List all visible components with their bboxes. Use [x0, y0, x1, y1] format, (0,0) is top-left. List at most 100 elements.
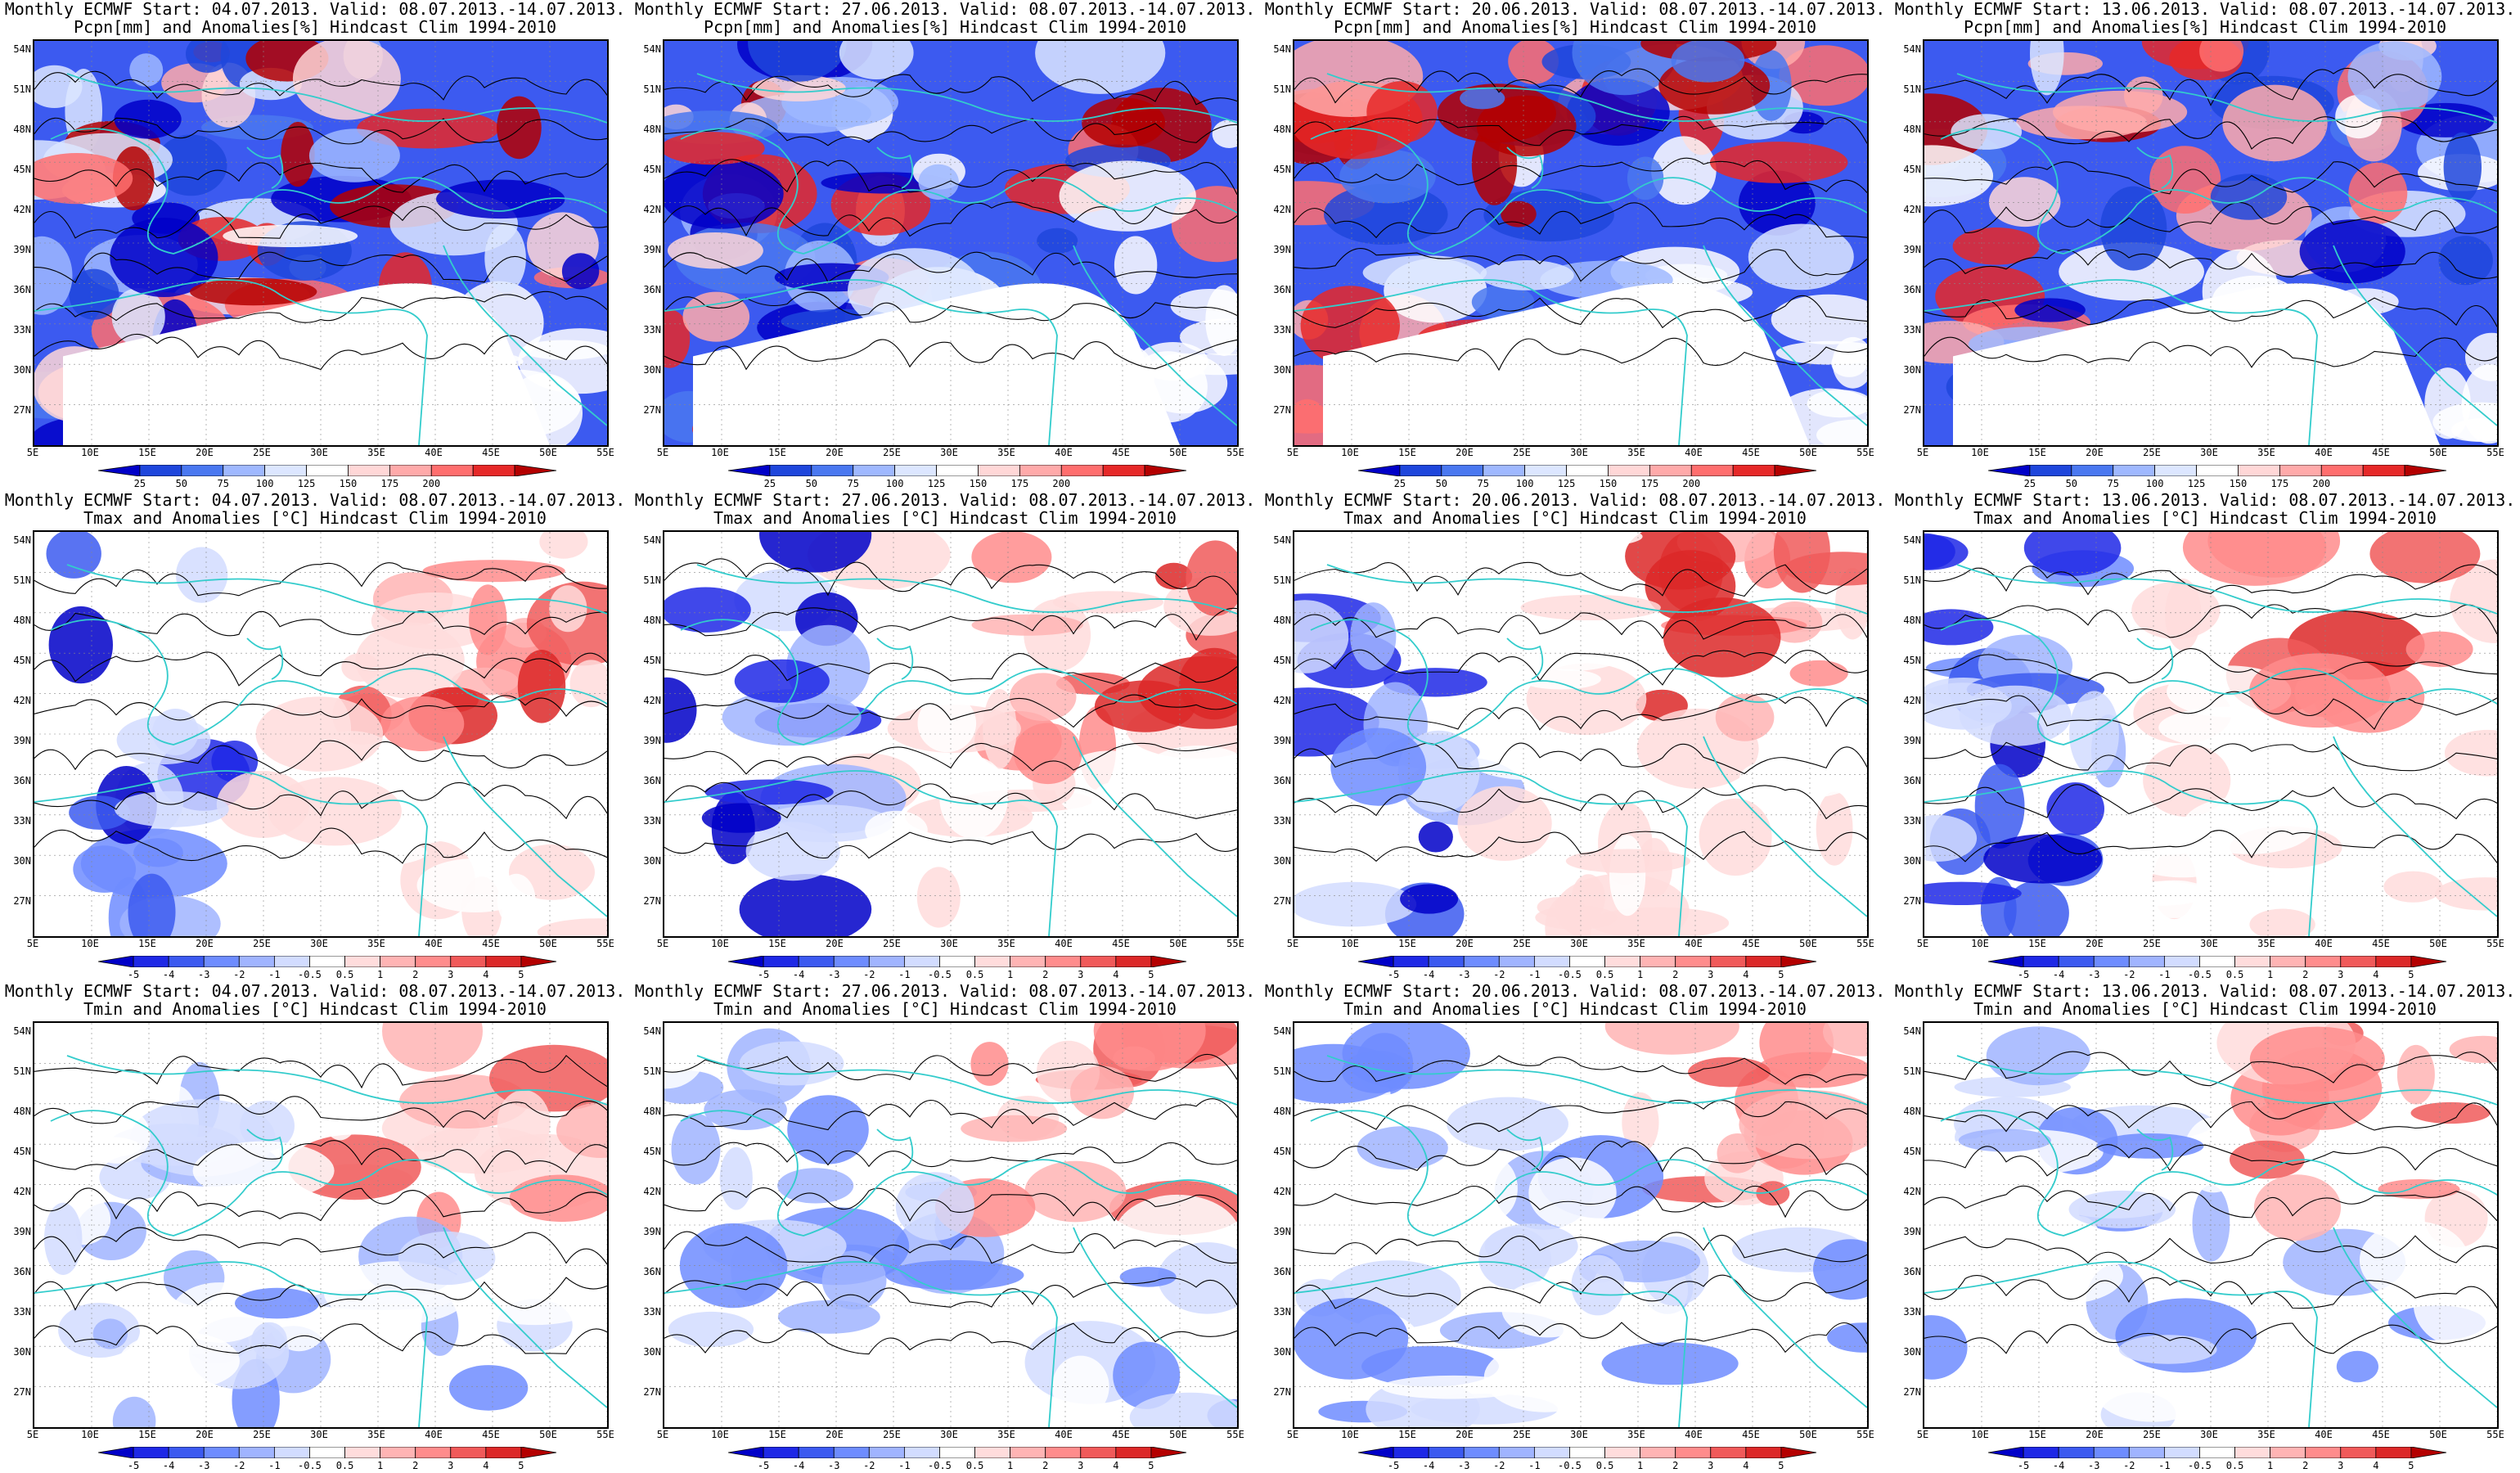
anomaly-region	[1294, 1298, 1409, 1380]
latitude-label: 27N	[1273, 895, 1291, 907]
anomaly-region	[1093, 1023, 1206, 1071]
anomaly-region	[664, 309, 691, 368]
colorbar-swatch	[2199, 1447, 2235, 1458]
colorbar-swatch	[2305, 1447, 2342, 1458]
colorbar-label: 100	[2145, 478, 2164, 489]
colorbar-label: 2	[1672, 1460, 1679, 1471]
contour-line	[1294, 785, 1867, 820]
colorbar-swatch	[798, 956, 835, 967]
colorbar-label: -3	[2087, 1460, 2100, 1471]
longitude-label: 55E	[1226, 447, 1244, 458]
latitude-label: 48N	[13, 1106, 31, 1117]
colorbar-swatch	[415, 956, 452, 967]
anomaly-region	[2096, 1133, 2204, 1159]
latitude-label: 51N	[643, 1065, 661, 1077]
anomaly-region	[398, 1231, 496, 1286]
colorbar	[1988, 465, 2446, 476]
colorbar-label: -0.5	[2188, 1460, 2212, 1471]
anomaly-region	[2383, 871, 2443, 903]
colorbar-swatch	[2163, 956, 2200, 967]
anomaly-region	[1059, 160, 1196, 232]
colorbar-swatch	[903, 956, 940, 967]
latitude-label: 36N	[13, 284, 31, 295]
colorbar-swatch	[2375, 956, 2412, 967]
colorbar-label: -0.5	[2188, 969, 2212, 980]
anomaly-region	[2249, 653, 2391, 728]
latitude-label: 48N	[1903, 615, 1921, 626]
anomaly-region	[839, 41, 914, 79]
contour-line	[1924, 564, 2497, 596]
latitude-label: 33N	[13, 1306, 31, 1318]
coastline	[246, 1128, 284, 1171]
longitude-label: 20E	[196, 1429, 214, 1440]
anomaly-region	[1339, 149, 1436, 204]
latitude-label: 48N	[643, 615, 661, 626]
anomaly-region	[1094, 680, 1195, 732]
colorbar-swatch	[2270, 956, 2306, 967]
longitude-label: 30E	[940, 938, 958, 949]
colorbar-swatch	[903, 1447, 940, 1458]
anomaly-region	[382, 1023, 483, 1072]
colorbar-swatch	[1080, 956, 1117, 967]
anomaly-region	[320, 1073, 361, 1141]
contour-line	[664, 251, 1237, 283]
anomaly-region	[561, 253, 600, 290]
colorbar-label: -3	[197, 1460, 210, 1471]
colorbar-swatch	[2029, 465, 2072, 476]
longitude-label: 25E	[1513, 938, 1531, 949]
longitude-label: 40E	[1685, 938, 1703, 949]
forecast-map	[663, 1021, 1239, 1429]
anomaly-region	[435, 728, 550, 801]
contour-line	[34, 1277, 607, 1311]
longitude-label: 20E	[2086, 447, 2104, 458]
colorbar-label: 4	[483, 969, 489, 980]
colorbar-swatch	[264, 465, 307, 476]
anomaly-region	[2413, 1261, 2497, 1346]
forecast-panel-tmax-4: Monthly ECMWF Start: 13.06.2013. Valid: …	[1890, 491, 2520, 982]
latitude-label: 33N	[1273, 324, 1291, 336]
anomaly-region	[518, 328, 607, 394]
panel-title-line-1: Monthly ECMWF Start: 13.06.2013. Valid: …	[1894, 0, 2516, 19]
colorbar-label: -3	[827, 1460, 840, 1471]
colorbar	[1358, 956, 1816, 967]
colorbar-label: -0.5	[1558, 1460, 1582, 1471]
colorbar-swatch	[763, 956, 799, 967]
colorbar-label: -1	[268, 1460, 281, 1471]
colorbar-swatch	[273, 1447, 310, 1458]
colorbar-label: 2	[1042, 969, 1049, 980]
colorbar-label: 75	[2107, 478, 2119, 489]
contour-line	[34, 1187, 607, 1222]
anomaly-region	[704, 1089, 787, 1130]
anomaly-region	[386, 809, 457, 845]
forecast-panel-tmin-3: Monthly ECMWF Start: 20.06.2013. Valid: …	[1260, 982, 1890, 1473]
colorbar-label: 4	[483, 1460, 489, 1471]
anomaly-region	[970, 1042, 1009, 1086]
anomaly-region	[1418, 821, 1453, 853]
anomaly-region	[1537, 897, 1578, 917]
anomaly-region	[719, 1146, 753, 1210]
anomaly-region	[1530, 532, 1643, 547]
contour-line	[1294, 1140, 1867, 1176]
colorbar	[98, 1447, 556, 1458]
colorbar-swatch	[1150, 1447, 1186, 1458]
latitude-label: 30N	[1273, 364, 1291, 376]
forecast-panel-tmax-3: Monthly ECMWF Start: 20.06.2013. Valid: …	[1260, 491, 1890, 982]
latitude-label: 54N	[643, 43, 661, 55]
anomaly-region	[701, 803, 781, 833]
longitude-label: 45E	[2372, 1429, 2390, 1440]
anomaly-region	[664, 677, 697, 743]
colorbar-label: -4	[162, 969, 175, 980]
longitude-label: 55E	[596, 938, 614, 949]
longitude-label: 30E	[310, 447, 328, 458]
longitude-label: 15E	[768, 938, 786, 949]
colorbar-swatch	[1604, 1447, 1641, 1458]
anomaly-region	[1070, 1065, 1134, 1119]
colorbar-swatch	[223, 465, 266, 476]
colorbar-label: 0.5	[335, 1460, 354, 1471]
colorbar-label: 50	[2065, 478, 2078, 489]
longitude-label: 15E	[2028, 1429, 2046, 1440]
anomaly-region	[185, 1193, 259, 1223]
anomaly-region	[2450, 559, 2497, 643]
colorbar-swatch	[2154, 465, 2197, 476]
anomaly-region	[2014, 298, 2086, 322]
